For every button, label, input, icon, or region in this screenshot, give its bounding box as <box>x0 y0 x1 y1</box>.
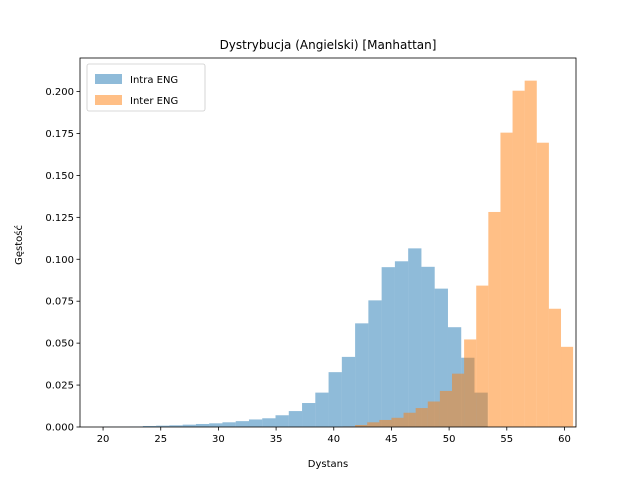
axes-frame <box>79 57 577 428</box>
x-axis-ticks: 20 25 30 35 40 45 50 55 60 <box>97 427 571 445</box>
legend-item: Intra ENG <box>95 74 178 86</box>
histogram-bar <box>341 356 356 427</box>
x-tick-label: 20 <box>97 434 110 445</box>
y-axis-label: Gęstość <box>13 225 25 265</box>
histogram-bar <box>288 411 303 427</box>
y-tick-label: 0.050 <box>45 339 74 350</box>
histogram-bar <box>476 285 489 427</box>
histogram-bar <box>439 390 452 427</box>
y-tick-label: 0.125 <box>45 213 74 224</box>
histogram-bar <box>464 339 477 427</box>
histogram-bar <box>195 423 210 427</box>
chart-title: Dystrybucja (Angielski) [Manhattan] <box>220 38 437 52</box>
y-tick-label: 0.000 <box>45 423 74 434</box>
histogram-bar <box>408 248 422 427</box>
y-tick-label: 0.075 <box>45 297 74 308</box>
legend-item: Inter ENG <box>95 95 178 107</box>
histogram-bar <box>156 425 170 427</box>
histogram-bar <box>355 323 369 427</box>
y-tick-label: 0.150 <box>45 171 74 182</box>
histogram-bar <box>391 417 404 427</box>
x-tick-label: 45 <box>385 434 398 445</box>
histogram-bar <box>142 425 157 427</box>
x-tick-label: 35 <box>270 434 283 445</box>
histogram-bar <box>315 392 329 427</box>
histogram-bar <box>209 423 223 427</box>
histogram-bar <box>381 267 395 427</box>
x-tick-label: 50 <box>443 434 456 445</box>
histogram-bar <box>275 415 289 427</box>
histogram-bar <box>415 408 428 427</box>
x-tick-label: 30 <box>212 434 225 445</box>
histogram-bar <box>368 300 382 427</box>
histogram-bar <box>512 90 525 427</box>
histogram-bar <box>367 422 380 427</box>
axes-spines <box>79 57 577 428</box>
histogram-bar <box>222 422 236 427</box>
legend: Intra ENG Inter ENG <box>86 63 206 112</box>
histogram-bar <box>488 211 501 427</box>
x-tick-label: 25 <box>154 434 167 445</box>
histogram-bar <box>235 421 249 427</box>
x-tick-label: 60 <box>558 434 571 445</box>
bars-layer <box>103 80 576 427</box>
y-axis-ticks: 0.000 0.025 0.050 0.075 0.100 0.125 0.150 0.175… <box>45 87 80 434</box>
histogram-bar <box>328 372 342 427</box>
histogram-bar <box>421 266 435 427</box>
y-tick-label: 0.025 <box>45 381 74 392</box>
histogram-bar <box>524 80 537 427</box>
y-tick-label: 0.100 <box>45 255 74 266</box>
histogram-bar <box>355 424 368 427</box>
histogram-bar <box>500 132 513 427</box>
legend-label: Intra ENG <box>130 75 178 86</box>
histogram-bar <box>452 373 465 427</box>
series-inter-eng <box>342 80 576 427</box>
histogram-bar <box>548 308 562 427</box>
x-tick-label: 40 <box>327 434 340 445</box>
x-axis-label: Dystans <box>308 459 348 470</box>
legend-label: Inter ENG <box>130 96 178 107</box>
legend-swatch <box>95 95 122 105</box>
histogram-bar <box>169 425 183 427</box>
histogram-bar <box>379 419 392 427</box>
histogram-bar <box>403 412 416 427</box>
histogram-bar <box>302 403 316 427</box>
histogram-bar <box>182 424 196 427</box>
histogram-bar <box>248 419 263 427</box>
y-tick-label: 0.175 <box>45 129 74 140</box>
x-tick-label: 55 <box>500 434 513 445</box>
y-tick-label: 0.200 <box>45 87 74 98</box>
histogram-bar <box>561 346 574 427</box>
histogram-bar <box>427 401 440 427</box>
histogram-bar <box>394 261 409 427</box>
histogram-bar <box>536 142 549 427</box>
legend-swatch <box>95 74 122 84</box>
histogram-bar <box>262 418 276 427</box>
histogram-bar <box>573 426 576 427</box>
